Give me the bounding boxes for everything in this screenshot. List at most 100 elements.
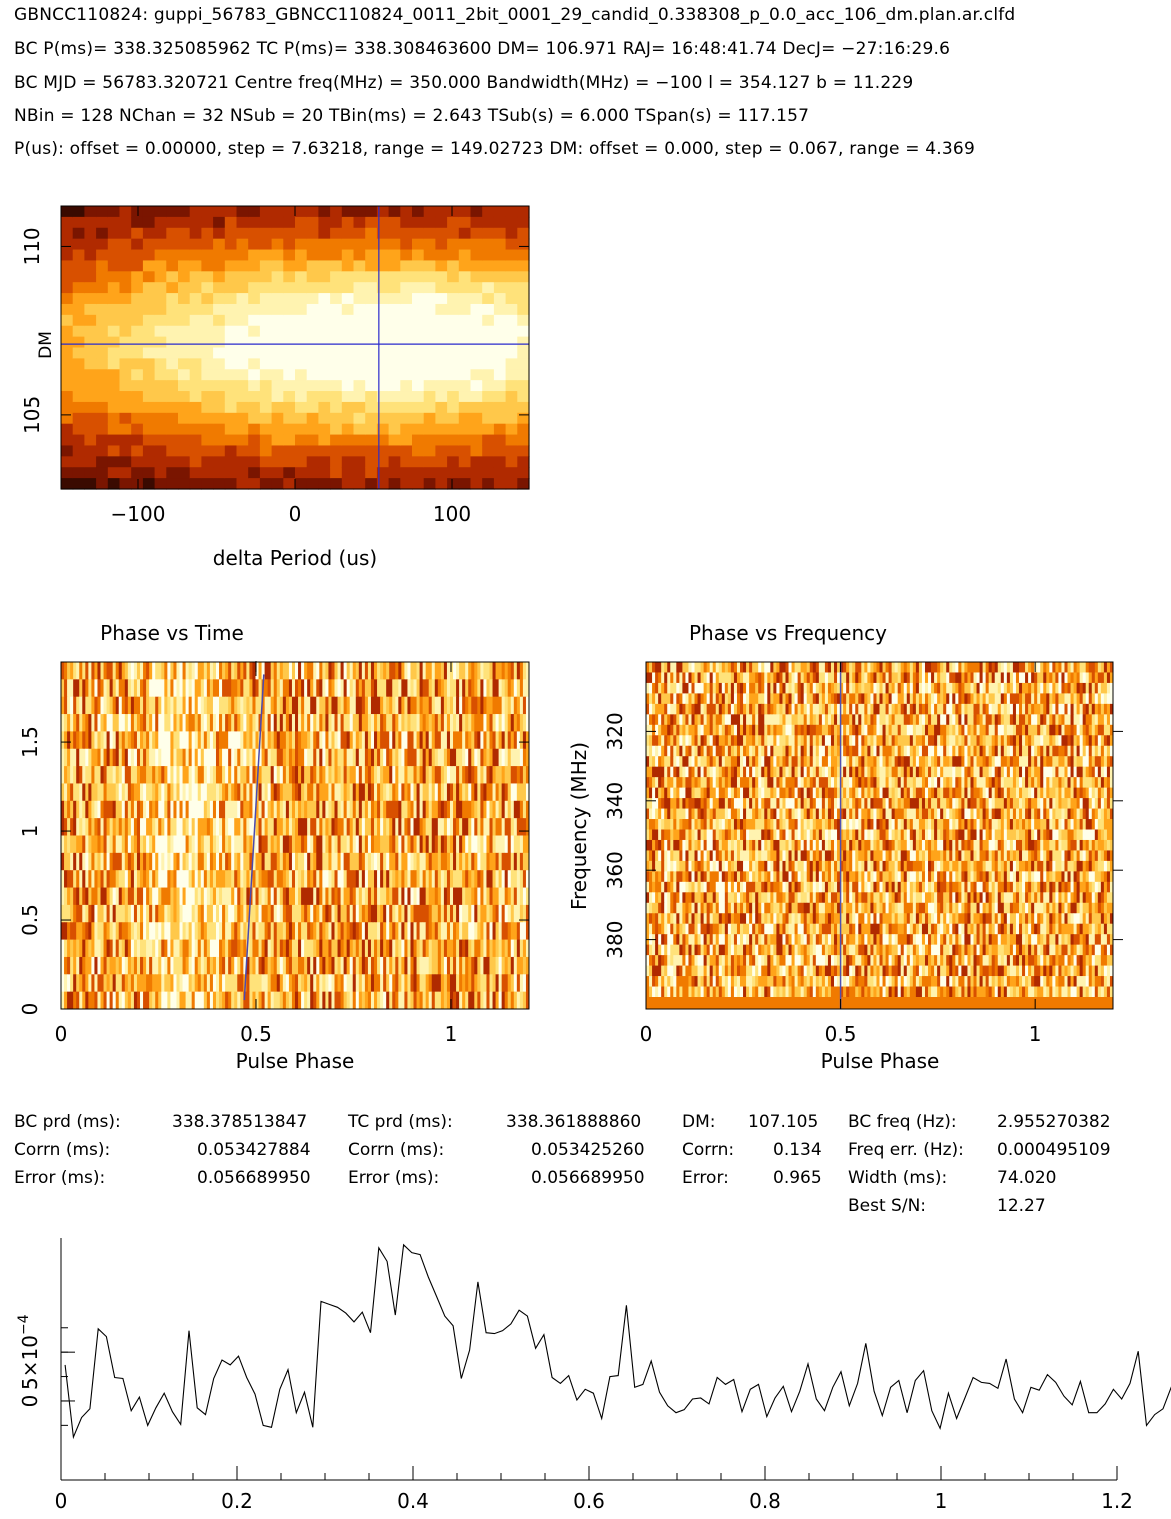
heat-cell: [279, 939, 284, 958]
heat-cell: [443, 800, 448, 819]
heat-cell: [188, 852, 193, 871]
heat-cell: [188, 991, 193, 1010]
heat-cell: [258, 662, 263, 680]
heat-cell: [288, 800, 293, 819]
heat-cell: [794, 682, 799, 694]
heat-cell: [96, 391, 109, 403]
heat-cell: [273, 939, 278, 958]
heat-cell: [407, 852, 411, 871]
heat-cell: [341, 478, 355, 490]
heat-cell: [115, 922, 120, 941]
heat-cell: [136, 800, 141, 819]
heat-cell: [821, 693, 826, 705]
phase-time-xtick-label: 1: [445, 1022, 458, 1046]
heat-cell: [283, 293, 296, 305]
heat-cell: [185, 783, 190, 802]
heat-cell: [446, 870, 451, 889]
heat-cell: [270, 818, 275, 836]
heat-cell: [727, 672, 732, 684]
heat-cell: [946, 703, 950, 715]
heat-cell: [517, 391, 530, 403]
heat-cell: [658, 703, 662, 715]
heat-cell: [392, 696, 396, 715]
heat-cell: [649, 672, 653, 684]
heat-cell: [118, 835, 123, 854]
heat-cell: [201, 380, 214, 392]
heat-cell: [234, 974, 238, 993]
heat-cell: [437, 922, 442, 941]
heat-cell: [697, 682, 702, 694]
heat-cell: [283, 380, 296, 392]
heat-cell: [225, 818, 229, 836]
heat-cell: [179, 939, 184, 958]
heat-cell: [982, 703, 987, 715]
heat-cell: [259, 325, 273, 338]
heat-cell: [143, 714, 147, 732]
heat-cell: [346, 800, 351, 819]
heat-cell: [84, 358, 97, 370]
heat-cell: [271, 467, 284, 479]
heat-cell: [173, 766, 177, 784]
heat-cell: [283, 206, 296, 218]
heat-cell: [388, 206, 401, 218]
heat-cell: [423, 423, 436, 436]
heat-cell: [447, 423, 460, 436]
heat-cell: [495, 679, 500, 698]
heat-cell: [1094, 662, 1099, 673]
heat-cell: [358, 852, 363, 871]
heat-cell: [267, 904, 272, 923]
heat-cell: [91, 852, 95, 871]
heat-cell: [219, 696, 223, 715]
heat-cell: [91, 939, 95, 958]
heat-cell: [155, 852, 159, 871]
heat-cell: [480, 870, 484, 889]
heat-cell: [91, 956, 95, 975]
heat-cell: [516, 748, 521, 767]
heat-cell: [446, 852, 451, 871]
heat-cell: [201, 206, 214, 218]
heat-cell: [458, 314, 472, 327]
heat-cell: [306, 380, 319, 392]
heat-cell: [236, 260, 249, 272]
heat-cell: [222, 991, 226, 1010]
heat-cell: [483, 939, 487, 958]
heat-cell: [194, 974, 199, 993]
heat-cell: [248, 249, 261, 262]
heat-cell: [158, 731, 162, 750]
period-dm-xtick-label: −100: [111, 502, 166, 526]
heat-cell: [188, 766, 193, 784]
heat-cell: [288, 991, 293, 1010]
heat-cell: [361, 696, 366, 715]
heat-cell: [767, 703, 771, 715]
heat-cell: [519, 818, 524, 836]
heat-cell: [364, 904, 369, 923]
heat-cell: [246, 696, 250, 715]
heat-cell: [688, 662, 692, 673]
heat-cell: [435, 467, 448, 479]
heat-cell: [200, 904, 205, 923]
heat-cell: [740, 662, 744, 673]
heat-cell: [152, 662, 156, 680]
heat-cell: [279, 800, 284, 819]
heat-cell: [73, 956, 77, 975]
heat-cell: [909, 662, 914, 673]
heat-cell: [188, 835, 193, 854]
heat-cell: [107, 434, 121, 447]
heat-cell: [179, 714, 184, 732]
heat-cell: [482, 293, 495, 305]
heat-cell: [340, 904, 345, 923]
heat-cell: [261, 922, 266, 941]
heat-cell: [273, 696, 278, 715]
heat-cell: [94, 800, 98, 819]
heat-cell: [106, 870, 111, 889]
heat-cell: [149, 939, 153, 958]
heat-cell: [182, 679, 187, 698]
heat-cell: [724, 672, 729, 684]
heat-cell: [505, 238, 518, 251]
heat-cell: [703, 672, 708, 684]
heat-cell: [142, 467, 156, 479]
heat-cell: [270, 662, 275, 680]
heat-cell: [179, 887, 184, 906]
heat-cell: [498, 696, 503, 715]
heat-cell: [525, 748, 530, 767]
